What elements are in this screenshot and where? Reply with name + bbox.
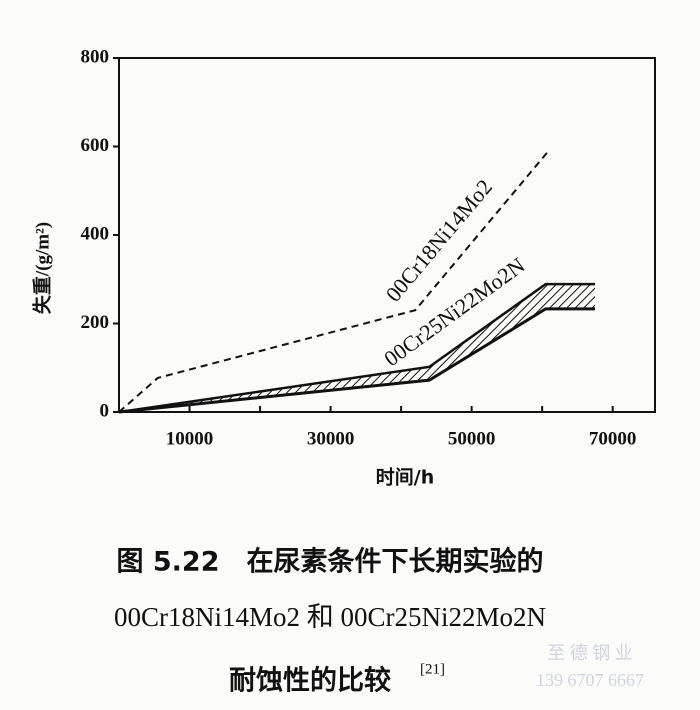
- watermark: 至 德 钢 业: [547, 643, 633, 663]
- x-tick-label: 70000: [589, 428, 637, 449]
- caption-line: 00Cr18Ni14Mo2 和 00Cr25Ni22Mo2N: [114, 602, 546, 632]
- band-upper: [118, 282, 596, 414]
- x-tick-label: 10000: [166, 428, 214, 449]
- band-fill: [119, 284, 596, 412]
- y-tick-label: 400: [81, 223, 110, 244]
- band-lower: [118, 307, 596, 414]
- caption-line: 图 5.22 在尿素条件下长期实验的: [116, 546, 543, 578]
- series-line: [118, 151, 549, 413]
- y-tick-label: 200: [81, 312, 110, 333]
- x-axis-title: 时间/h: [376, 467, 434, 489]
- x-tick-label: 30000: [307, 428, 355, 449]
- y-tick-label: 600: [81, 135, 110, 156]
- watermark: 139 6707 6667: [536, 670, 644, 690]
- y-axis-title: 失重/(g/m²): [30, 222, 53, 314]
- y-tick-label: 800: [81, 46, 110, 67]
- caption-line: 耐蚀性的比较: [229, 665, 391, 697]
- x-tick-label: 50000: [448, 428, 496, 449]
- y-tick-label: 0: [100, 400, 110, 421]
- caption-reference: [21]: [420, 661, 445, 677]
